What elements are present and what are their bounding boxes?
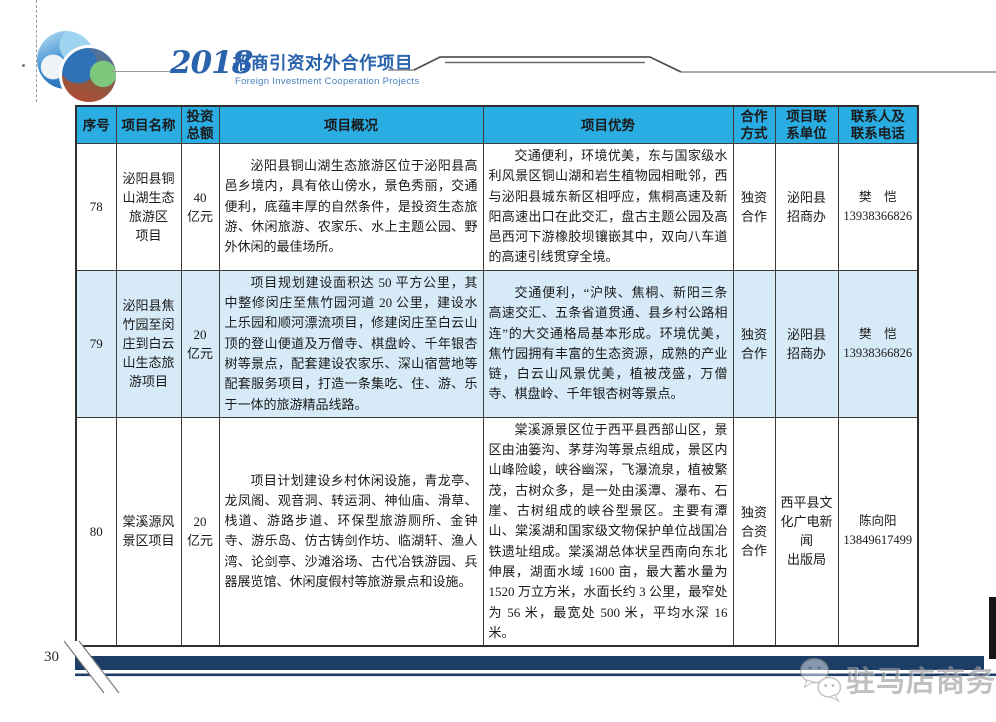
advantages-text: 棠溪源景区位于西平县西部山区，景区由油篓沟、茅芽沟等景点组成，景区内山峰险峻，峡… (488, 421, 728, 640)
margin-dot (22, 64, 25, 67)
contact-name: 樊 恺 (858, 326, 897, 341)
contact-phone: 13938366826 (843, 208, 913, 223)
table-row: 80 棠溪源风 景区项目 20 亿元 项目计划建设乡村休闲设施，青龙亭、龙凤阁、… (75, 416, 919, 647)
projects-table: 序号 项目名称 投资 总额 项目概况 项目优势 合作 方式 项目联 系单位 联系… (75, 105, 919, 648)
cell-project-name: 棠溪源风 景区项目 (115, 416, 182, 647)
cell-seq: 78 (75, 143, 117, 271)
overview-text: 泌阳县铜山湖生态旅游区位于泌阳县高邑乡境内，具有依山傍水，景色秀丽，交通便利，底… (224, 158, 478, 255)
page-title: 招商引资对外合作项目 (233, 53, 413, 73)
margin-dashed-line (36, 0, 37, 102)
contact-name: 陈向阳 (858, 514, 897, 529)
watermark: 驻马店商务 (796, 648, 996, 710)
col-header-investment: 投资 总额 (180, 105, 220, 144)
footer-decoration (63, 640, 996, 694)
cell-project-name: 泌阳县铜 山湖生态 旅游区 项目 (115, 143, 182, 271)
overview-text: 项目规划建设面积达 50 平方公里，其中整修闵庄至焦竹园河道 20 公里，建设水… (224, 274, 478, 412)
cell-advantages: 交通便利，“沪陕、焦桐、新阳三条高速交汇、五条省道贯通、县乡村公路相连”的大交通… (482, 269, 734, 418)
cell-contact: 陈向阳 13849617499 (837, 416, 919, 647)
col-header-contact-unit: 项目联 系单位 (774, 105, 839, 144)
contact-name: 樊 恺 (858, 189, 897, 204)
col-header-overview: 项目概况 (218, 105, 484, 144)
cell-advantages: 交通便利，环境优美，东与国家级水利风景区铜山湖和岩生植物园相毗邻，西与泌阳县城东… (482, 143, 734, 271)
cell-investment: 40 亿元 (180, 143, 220, 271)
cell-seq: 80 (75, 416, 117, 647)
overview-text: 项目计划建设乡村休闲设施，青龙亭、龙凤阁、观音洞、转运洞、神仙庙、滑草、栈道、游… (224, 472, 478, 590)
cell-contact-unit: 泌阳县 招商办 (774, 269, 839, 418)
cell-cooperation: 独资 合作 (732, 269, 776, 418)
advantages-text: 交通便利，环境优美，东与国家级水利风景区铜山湖和岩生植物园相毗邻，西与泌阳县城东… (488, 148, 728, 265)
table-row: 79 泌阳县焦 竹园至闵 庄到白云 山生态旅 游项目 20 亿元 项目规划建设面… (75, 269, 919, 418)
col-header-cooperation: 合作 方式 (732, 105, 776, 144)
col-header-contact: 联系人及 联系电话 (837, 105, 919, 144)
col-header-name: 项目名称 (115, 105, 182, 144)
contact-phone: 13938366826 (843, 345, 913, 360)
cell-contact-unit: 泌阳县 招商办 (774, 143, 839, 271)
cell-contact: 樊 恺 13938366826 (837, 269, 919, 418)
header-decorative-lines (388, 56, 996, 73)
cell-cooperation: 独资 合作 (732, 143, 776, 271)
cell-seq: 79 (75, 269, 117, 418)
collage-connector-line (112, 71, 170, 72)
header-photo-collage (37, 31, 119, 105)
cell-advantages: 棠溪源景区位于西平县西部山区，景区由油篓沟、茅芽沟等景点组成，景区内山峰险峻，峡… (482, 416, 734, 647)
col-header-advantages: 项目优势 (482, 105, 734, 144)
cell-overview: 泌阳县铜山湖生态旅游区位于泌阳县高邑乡境内，具有依山傍水，景色秀丽，交通便利，底… (218, 143, 484, 271)
contact-phone: 13849617499 (843, 533, 913, 548)
cell-investment: 20 亿元 (180, 416, 220, 647)
cell-overview: 项目计划建设乡村休闲设施，青龙亭、龙凤阁、观音洞、转运洞、神仙庙、滑草、栈道、游… (218, 416, 484, 647)
header-year: 2018 (170, 45, 253, 81)
cell-overview: 项目规划建设面积达 50 平方公里，其中整修闵庄至焦竹园河道 20 公里，建设水… (218, 269, 484, 418)
collage-circle-globe (59, 45, 119, 105)
cell-contact: 樊 恺 13938366826 (837, 143, 919, 271)
cell-investment: 20 亿元 (180, 269, 220, 418)
col-header-seq: 序号 (75, 105, 117, 144)
cell-cooperation: 独资 合资 合作 (732, 416, 776, 647)
watermark-text: 驻马店商务 (845, 666, 996, 698)
cell-project-name: 泌阳县焦 竹园至闵 庄到白云 山生态旅 游项目 (115, 269, 182, 418)
wechat-bubbles-icon (799, 657, 842, 703)
cell-contact-unit: 西平县文 化广电新 闻 出版局 (774, 416, 839, 647)
page-subtitle: Foreign Investment Cooperation Projects (235, 76, 420, 87)
advantages-text: 交通便利，“沪陕、焦桐、新阳三条高速交汇、五条省道贯通、县乡村公路相连”的大交通… (488, 284, 728, 402)
scan-artifact (989, 597, 996, 659)
page-number: 30 (44, 649, 59, 665)
table-row: 78 泌阳县铜 山湖生态 旅游区 项目 40 亿元 泌阳县铜山湖生态旅游区位于泌… (75, 143, 919, 271)
table-header-row: 序号 项目名称 投资 总额 项目概况 项目优势 合作 方式 项目联 系单位 联系… (75, 105, 919, 144)
